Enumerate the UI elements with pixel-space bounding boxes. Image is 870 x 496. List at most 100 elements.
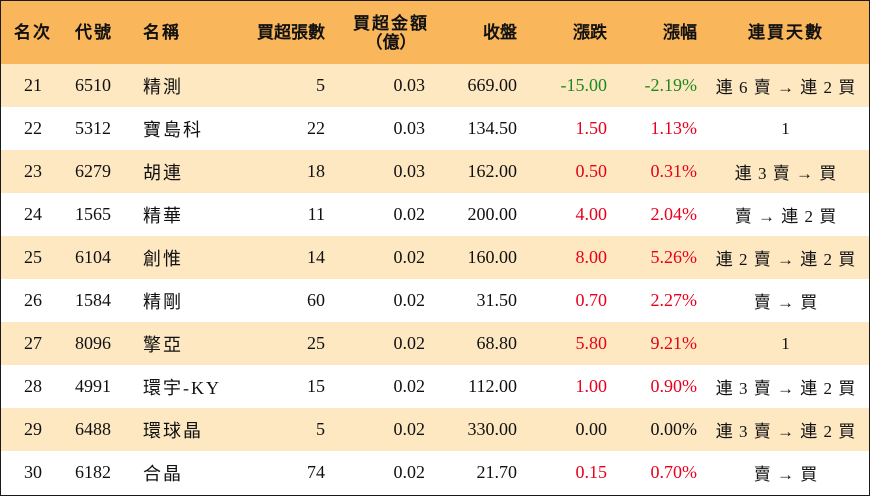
change-cell: 0.00 bbox=[575, 419, 608, 439]
code-cell: 6104 bbox=[75, 247, 111, 267]
code-cell: 6488 bbox=[75, 419, 111, 439]
name-cell: 精華 bbox=[143, 205, 183, 226]
rank-cell: 27 bbox=[24, 333, 42, 353]
name-cell: 胡連 bbox=[143, 162, 183, 183]
table-row: 21 6510 精測 5 0.03 669.00 -15.00 -2.19% 連 6 賣 → 連… bbox=[1, 64, 869, 107]
rank-cell: 23 bbox=[24, 161, 42, 181]
streak-cell: 連 6 賣 → 連 2 買 bbox=[715, 78, 857, 97]
code-cell: 6510 bbox=[75, 75, 111, 95]
pct-cell: 0.70% bbox=[650, 462, 698, 482]
lots-cell: 5 bbox=[316, 419, 325, 439]
rank-cell: 29 bbox=[24, 419, 42, 439]
header-code: 代號 bbox=[75, 23, 113, 42]
code-cell: 4991 bbox=[75, 376, 111, 396]
pct-cell: 5.26% bbox=[650, 247, 698, 267]
change-cell: 0.50 bbox=[575, 161, 608, 181]
streak-cell: 連 3 賣 → 連 2 買 bbox=[715, 422, 857, 441]
pct-cell: 2.27% bbox=[650, 290, 698, 310]
lots-cell: 15 bbox=[307, 376, 325, 396]
name-cell: 寶島科 bbox=[143, 119, 203, 140]
streak-cell: 1 bbox=[781, 118, 791, 138]
code-cell: 1584 bbox=[75, 290, 111, 310]
change-cell: 0.15 bbox=[575, 462, 608, 482]
code-cell: 1565 bbox=[75, 204, 111, 224]
pct-cell: -2.19% bbox=[644, 75, 698, 95]
amount-cell: 0.02 bbox=[393, 376, 426, 396]
name-cell: 合晶 bbox=[143, 463, 183, 484]
header-amount: 買超金額 （億） bbox=[331, 1, 431, 64]
close-cell: 160.00 bbox=[467, 247, 518, 267]
table-row: 26 1584 精剛 60 0.02 31.50 0.70 2.27% 賣 → 買 bbox=[1, 279, 869, 322]
amount-cell: 0.03 bbox=[393, 161, 426, 181]
table-row: 30 6182 合晶 74 0.02 21.70 0.15 0.70% 賣 → 買 bbox=[1, 451, 869, 494]
streak-cell: 1 bbox=[781, 333, 791, 353]
rank-cell: 30 bbox=[24, 462, 42, 482]
name-cell: 環宇-KY bbox=[143, 377, 221, 398]
rank-cell: 25 bbox=[24, 247, 42, 267]
lots-cell: 60 bbox=[307, 290, 325, 310]
streak-cell: 連 2 賣 → 連 2 買 bbox=[715, 250, 857, 269]
header-streak: 連買天數 bbox=[748, 23, 824, 42]
name-cell: 創惟 bbox=[143, 248, 183, 269]
change-cell: 4.00 bbox=[575, 204, 608, 224]
code-cell: 6182 bbox=[75, 462, 111, 482]
table-row: 28 4991 環宇-KY 15 0.02 112.00 1.00 0.90% 連 3 賣 → … bbox=[1, 365, 869, 408]
header-pct: 漲幅 bbox=[663, 23, 697, 42]
pct-cell: 1.13% bbox=[650, 118, 698, 138]
table-row: 27 8096 擎亞 25 0.02 68.80 5.80 9.21% 1 bbox=[1, 322, 869, 365]
code-cell: 6279 bbox=[75, 161, 111, 181]
table-row: 22 5312 寶島科 22 0.03 134.50 1.50 1.13% 1 bbox=[1, 107, 869, 150]
name-cell: 精剛 bbox=[143, 291, 183, 312]
change-cell: 8.00 bbox=[575, 247, 608, 267]
lots-cell: 22 bbox=[307, 118, 325, 138]
close-cell: 21.70 bbox=[476, 462, 518, 482]
amount-cell: 0.02 bbox=[393, 462, 426, 482]
lots-cell: 25 bbox=[307, 333, 325, 353]
streak-cell: 賣 → 買 bbox=[753, 293, 819, 312]
name-cell: 擎亞 bbox=[143, 334, 183, 355]
close-cell: 200.00 bbox=[467, 204, 518, 224]
streak-cell: 連 3 賣 → 連 2 買 bbox=[715, 379, 857, 398]
table-header: 名次 代號 名稱 買超張數 買超金額 （億） 收盤 漲跌 漲幅 連買天數 bbox=[1, 1, 869, 64]
streak-cell: 連 3 賣 → 買 bbox=[734, 164, 838, 183]
amount-cell: 0.02 bbox=[393, 247, 426, 267]
streak-cell: 賣 → 買 bbox=[753, 465, 819, 484]
change-cell: -15.00 bbox=[560, 75, 608, 95]
header-lots: 買超張數 bbox=[257, 23, 325, 42]
rank-cell: 22 bbox=[24, 118, 42, 138]
name-cell: 環球晶 bbox=[143, 420, 203, 441]
amount-cell: 0.02 bbox=[393, 204, 426, 224]
change-cell: 1.50 bbox=[575, 118, 608, 138]
lots-cell: 18 bbox=[307, 161, 325, 181]
close-cell: 134.50 bbox=[467, 118, 518, 138]
header-amount-unit: （億） bbox=[365, 32, 417, 52]
table-body: 21 6510 精測 5 0.03 669.00 -15.00 -2.19% 連 6 賣 → 連… bbox=[1, 64, 869, 494]
header-amount-label: 買超金額 bbox=[353, 13, 429, 33]
close-cell: 330.00 bbox=[467, 419, 518, 439]
header-name: 名稱 bbox=[143, 23, 181, 42]
close-cell: 31.50 bbox=[476, 290, 518, 310]
code-cell: 5312 bbox=[75, 118, 111, 138]
change-cell: 1.00 bbox=[575, 376, 608, 396]
table-row: 25 6104 創惟 14 0.02 160.00 8.00 5.26% 連 2 賣 → 連 2… bbox=[1, 236, 869, 279]
close-cell: 669.00 bbox=[467, 75, 518, 95]
rank-cell: 28 bbox=[24, 376, 42, 396]
amount-cell: 0.03 bbox=[393, 118, 426, 138]
lots-cell: 11 bbox=[307, 204, 325, 224]
lots-cell: 74 bbox=[307, 462, 325, 482]
amount-cell: 0.02 bbox=[393, 333, 426, 353]
rank-cell: 21 bbox=[24, 75, 42, 95]
lots-cell: 5 bbox=[316, 75, 325, 95]
streak-cell: 賣 → 連 2 買 bbox=[734, 207, 838, 226]
header-rank: 名次 bbox=[14, 23, 52, 42]
header-change: 漲跌 bbox=[573, 23, 607, 42]
pct-cell: 9.21% bbox=[650, 333, 698, 353]
code-cell: 8096 bbox=[75, 333, 111, 353]
pct-cell: 2.04% bbox=[650, 204, 698, 224]
close-cell: 162.00 bbox=[467, 161, 518, 181]
table-row: 24 1565 精華 11 0.02 200.00 4.00 2.04% 賣 → 連 2 買 bbox=[1, 193, 869, 236]
close-cell: 68.80 bbox=[476, 333, 518, 353]
change-cell: 5.80 bbox=[575, 333, 608, 353]
